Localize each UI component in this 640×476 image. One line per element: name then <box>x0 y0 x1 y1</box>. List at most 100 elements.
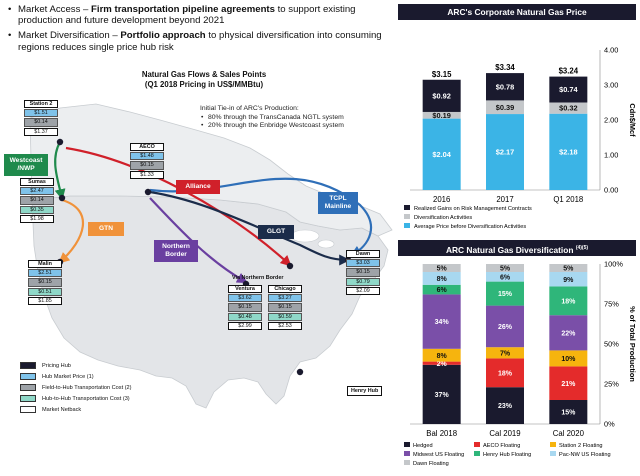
hub-price: $3.27 <box>268 294 302 303</box>
chart2-data-label: 15% <box>561 410 576 417</box>
chart2-data-label: 5% <box>563 266 574 273</box>
chart1-data-label: $0.74 <box>559 85 578 94</box>
pipeline-label-tcpl: TCPL Mainline <box>318 192 358 214</box>
hub-price: $1.51 <box>24 109 58 118</box>
chart2-bar-segment <box>549 315 588 351</box>
hub-name: AECO <box>130 143 164 151</box>
chart2-bar-segment <box>486 387 524 424</box>
chart1-y-tick: 2.00 <box>604 116 618 125</box>
chart2-bar-segment <box>422 284 461 295</box>
legend-label: Hub-to-Hub Transportation Cost (3) <box>42 395 130 402</box>
pipeline-label-alliance: Alliance <box>176 180 220 194</box>
legend-swatch <box>20 406 36 413</box>
chart1-legend-swatch <box>404 223 410 228</box>
legend-swatch <box>20 373 36 380</box>
chart2-bar-segment <box>422 294 461 349</box>
tiein-title: Initial Tie-in of ARC's Production: <box>200 105 299 112</box>
chart1-y-tick: 3.00 <box>604 81 618 90</box>
chart1-y-label: Cdn$/Mcf <box>628 103 637 137</box>
chart2-bar-segment <box>549 286 588 316</box>
chart2-bar-segment <box>422 364 461 424</box>
chart2-y-tick: 25% <box>604 380 619 389</box>
chart2-data-label: 5% <box>437 266 448 273</box>
chart2-data-label: 18% <box>561 298 576 305</box>
chart1-total-label: $3.34 <box>495 63 515 72</box>
chart2-legend-label: Midwest US Floating <box>413 452 464 458</box>
pricing-hub-marker <box>144 188 152 196</box>
chart2-bar-segment <box>549 366 588 400</box>
hub-price: $1.48 <box>130 152 164 161</box>
hub-malin: Malin $2.51 $0.15 $0.51 $1.85 <box>28 260 62 306</box>
canada-landmass <box>29 103 393 237</box>
bullet-item: • Market Diversification – Portfolio app… <box>8 30 382 53</box>
chart1-x-tick: 2016 <box>433 195 450 204</box>
hub-to-hub-cost: $0.59 <box>268 312 302 321</box>
chart2-bar-segment <box>422 264 461 272</box>
hub-netback: $1.85 <box>28 296 62 306</box>
chart2-bar-segment <box>422 272 461 285</box>
chart2-y-tick: 75% <box>604 300 619 309</box>
chart2-data-label: 37% <box>435 392 450 399</box>
bullet-item: • Market Access – Firm transportation pi… <box>8 4 356 27</box>
chart1-data-label: $2.04 <box>432 150 451 159</box>
chart1-x-tick: 2017 <box>496 195 513 204</box>
chart1-total-label: $3.24 <box>559 67 579 76</box>
chart2-bar-segment <box>549 272 588 287</box>
chart1-bar-segment <box>549 76 588 103</box>
hub-field-cost: $0.15 <box>346 268 380 277</box>
hub-netback: $2.53 <box>268 321 302 331</box>
chart2-x-tick: Cal 2020 <box>553 429 585 438</box>
bullet-prefix: Market Access – <box>18 4 92 15</box>
legend-swatch <box>20 384 36 391</box>
chart1-legend-label: Diversification Activities <box>414 215 472 221</box>
hub-name: Malin <box>28 260 62 268</box>
chart1-title: ARC's Corporate Natural Gas Price <box>398 4 636 20</box>
chart2-bar-segment <box>422 348 461 362</box>
chart1-legend-label: Realized Gains on Risk Management Contra… <box>414 206 532 212</box>
map-legend: Pricing Hub Hub Market Price (1) Field-t… <box>20 360 132 415</box>
pricing-hub-marker <box>56 138 64 146</box>
chart2-legend-swatch <box>550 451 556 456</box>
tiein-item: 20% through the Enbridge Westcoast syste… <box>200 122 400 131</box>
hub-dawn: Dawn $3.03 $0.15 $0.79 $2.09 <box>346 250 380 296</box>
chart2-data-label: 10% <box>561 356 576 363</box>
hub-field-cost: $0.15 <box>130 161 164 170</box>
hub-netback: $1.98 <box>20 214 54 224</box>
chart2-data-label: 8% <box>437 353 448 360</box>
chart2-data-label: 15% <box>498 291 513 298</box>
chart2-bar-segment <box>486 305 524 348</box>
hub-field-cost: $0.14 <box>24 118 58 127</box>
chart1-bar-segment <box>549 102 588 114</box>
hub-field-cost: $0.14 <box>20 196 54 205</box>
chart2-y-tick: 100% <box>604 260 623 269</box>
hub-to-hub-cost: $0.51 <box>28 287 62 296</box>
chart2-data-label: 34% <box>435 319 450 326</box>
chart1-legend-swatch <box>404 214 410 219</box>
pipeline-westcoast <box>54 141 66 201</box>
chart2-data-label: 2% <box>437 361 448 368</box>
chart1-bar-segment <box>549 113 588 190</box>
hub-name: Dawn <box>346 250 380 258</box>
chart1-data-label: $0.32 <box>559 104 578 113</box>
chart2-data-label: 26% <box>498 324 513 331</box>
hub-netback: $1.33 <box>130 170 164 179</box>
map-legend-item: Hub-to-Hub Transportation Cost (3) <box>20 393 132 404</box>
hub-price: $3.62 <box>228 294 262 303</box>
chart2-legend-swatch <box>404 451 410 456</box>
chart2-bar-segment <box>422 361 461 365</box>
hub-price: $3.03 <box>346 259 380 268</box>
hub-netback: $2.09 <box>346 286 380 296</box>
legend-label: Hub Market Price (1) <box>42 373 94 380</box>
legend-label: Pricing Hub <box>42 362 71 369</box>
pipeline-label-gtn: GTN <box>88 222 124 236</box>
hub-sumas: Sumas $2.47 $0.14 $0.35 $1.98 <box>20 178 54 224</box>
legend-label: Market Netback <box>42 406 82 413</box>
gas-diversification-chart: 0% 25% 50% 75% 100% % of Total Production 37% 2… <box>404 260 637 467</box>
pricing-hub-marker <box>58 194 66 202</box>
chart2-legend-swatch <box>404 442 410 447</box>
chart1-data-label: $0.39 <box>496 103 515 112</box>
chart1-data-label: $0.19 <box>432 111 451 120</box>
chart2-title-text: ARC Natural Gas Diversification <box>445 244 574 255</box>
map-title-line2: (Q1 2018 Pricing in US$/MMBtu) <box>144 79 264 89</box>
chart1-bar-segment <box>486 114 524 190</box>
